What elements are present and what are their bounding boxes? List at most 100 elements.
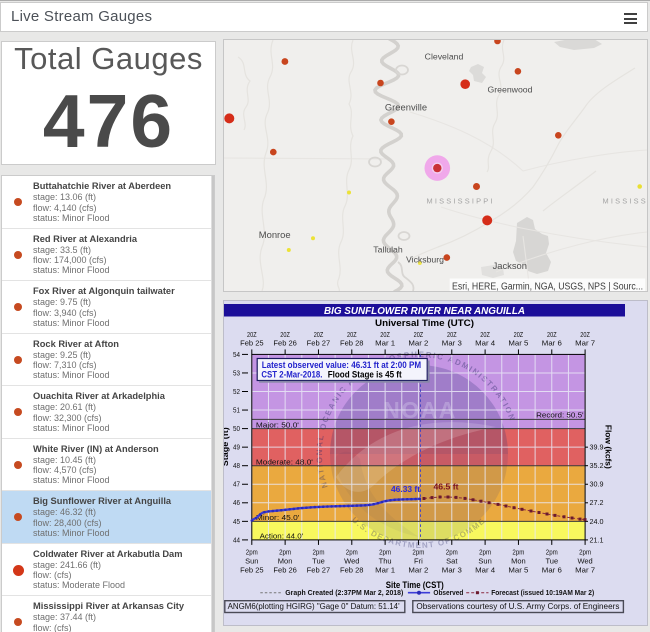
- svg-text:Moderate: 48.0': Moderate: 48.0': [256, 458, 314, 467]
- svg-text:Observations courtesy of U.S.: Observations courtesy of U.S. Army Corps…: [416, 602, 619, 611]
- svg-text:2pm: 2pm: [446, 547, 458, 556]
- svg-text:Feb 28: Feb 28: [340, 338, 364, 347]
- svg-text:Sat: Sat: [446, 556, 458, 565]
- svg-text:Mar 3: Mar 3: [442, 565, 462, 574]
- svg-text:Tue: Tue: [545, 556, 558, 565]
- svg-text:20Z: 20Z: [247, 330, 257, 339]
- svg-text:Mar 5: Mar 5: [508, 565, 528, 574]
- svg-text:Jackson: Jackson: [493, 260, 527, 271]
- svg-text:Mon: Mon: [278, 556, 293, 565]
- svg-text:Minor: 45.0': Minor: 45.0': [256, 513, 300, 522]
- svg-text:Vicksburg: Vicksburg: [406, 255, 444, 265]
- svg-text:51: 51: [233, 405, 240, 414]
- svg-text:Greenville: Greenville: [385, 102, 427, 113]
- svg-text:Feb 27: Feb 27: [307, 565, 331, 574]
- svg-text:Mar 3: Mar 3: [442, 338, 462, 347]
- svg-text:Mar 7: Mar 7: [575, 338, 595, 347]
- svg-text:Mar 1: Mar 1: [375, 338, 395, 347]
- svg-text:20Z: 20Z: [280, 330, 290, 339]
- svg-text:Thu: Thu: [379, 556, 392, 565]
- svg-text:2pm: 2pm: [346, 547, 358, 556]
- svg-text:39.9: 39.9: [590, 443, 604, 452]
- svg-text:Feb 26: Feb 26: [273, 565, 297, 574]
- svg-text:2pm: 2pm: [546, 547, 558, 556]
- svg-text:Greenwood: Greenwood: [488, 85, 533, 95]
- svg-text:Mar 4: Mar 4: [475, 338, 495, 347]
- svg-text:20Z: 20Z: [414, 330, 424, 339]
- svg-text:20Z: 20Z: [314, 330, 324, 339]
- svg-text:BIG SUNFLOWER RIVER NEAR ANGUI: BIG SUNFLOWER RIVER NEAR ANGUILLA: [324, 305, 525, 317]
- svg-text:Mar 4: Mar 4: [475, 565, 495, 574]
- svg-text:Sun: Sun: [478, 556, 491, 565]
- svg-text:Fri: Fri: [414, 556, 423, 565]
- svg-text:44: 44: [233, 535, 240, 544]
- svg-text:20Z: 20Z: [547, 330, 557, 339]
- svg-text:Sun: Sun: [245, 556, 258, 565]
- svg-text:Esri, HERE, Garmin, NGA, USGS,: Esri, HERE, Garmin, NGA, USGS, NPS | Sou…: [452, 281, 643, 291]
- svg-text:Tue: Tue: [312, 556, 325, 565]
- svg-text:Stage (ft): Stage (ft): [224, 427, 230, 466]
- svg-text:47: 47: [233, 480, 240, 489]
- svg-text:Mar 2: Mar 2: [408, 565, 428, 574]
- svg-text:45: 45: [233, 517, 240, 526]
- svg-text:48: 48: [233, 461, 240, 470]
- svg-text:49: 49: [233, 443, 240, 452]
- svg-text:2pm: 2pm: [313, 547, 325, 556]
- svg-text:Site Time (CST): Site Time (CST): [386, 580, 444, 590]
- svg-text:Universal Time (UTC): Universal Time (UTC): [375, 318, 474, 329]
- svg-text:Wed: Wed: [577, 556, 592, 565]
- svg-text:Mar 2: Mar 2: [408, 338, 428, 347]
- svg-text:24.0: 24.0: [590, 517, 604, 526]
- svg-text:2pm: 2pm: [512, 547, 524, 556]
- svg-text:46.5 ft: 46.5 ft: [434, 483, 459, 492]
- svg-text:MISSISSIPPI: MISSISSIPPI: [603, 197, 648, 206]
- svg-text:Action: 44.0': Action: 44.0': [260, 532, 304, 541]
- svg-text:Observed: Observed: [433, 588, 463, 597]
- svg-text:Forecast (issued 10:19AM Mar 2: Forecast (issued 10:19AM Mar 2): [491, 588, 594, 597]
- svg-text:Flood Stage is 45 ft: Flood Stage is 45 ft: [328, 369, 402, 379]
- svg-text:ANGM6(plotting HGIRG) "Gage 0": ANGM6(plotting HGIRG) "Gage 0" Datum: 51…: [228, 602, 400, 611]
- svg-text:Mar 6: Mar 6: [542, 565, 562, 574]
- svg-text:20Z: 20Z: [347, 330, 357, 339]
- svg-text:21.1: 21.1: [590, 535, 604, 544]
- svg-text:2pm: 2pm: [579, 547, 591, 556]
- svg-text:Tallulah: Tallulah: [373, 245, 403, 255]
- svg-text:27.2: 27.2: [590, 498, 604, 507]
- svg-text:30.9: 30.9: [590, 480, 604, 489]
- svg-text:Record: 50.5': Record: 50.5': [536, 411, 584, 420]
- svg-text:Wed: Wed: [344, 556, 359, 565]
- svg-text:46: 46: [233, 498, 240, 507]
- svg-text:50: 50: [233, 424, 240, 433]
- svg-text:20Z: 20Z: [580, 330, 590, 339]
- svg-text:Flow (kcfs): Flow (kcfs): [604, 425, 613, 469]
- svg-text:Monroe: Monroe: [259, 229, 291, 240]
- svg-text:Latest observed value: 46.31: Latest observed value: 46.31 ft at 2:00 …: [262, 360, 421, 370]
- svg-text:MISSISSIPPI: MISSISSIPPI: [427, 197, 495, 206]
- svg-text:52: 52: [233, 387, 240, 396]
- svg-text:Cleveland: Cleveland: [425, 52, 464, 62]
- svg-text:46.33 ft: 46.33 ft: [391, 485, 420, 494]
- svg-text:35.2: 35.2: [590, 461, 604, 470]
- svg-text:53: 53: [233, 368, 240, 377]
- svg-text:2pm: 2pm: [479, 547, 491, 556]
- svg-text:Graph Created (2:37PM Mar 2, 2: Graph Created (2:37PM Mar 2, 2018): [285, 588, 403, 597]
- svg-text:Feb 25: Feb 25: [240, 565, 264, 574]
- svg-text:Feb 26: Feb 26: [273, 338, 297, 347]
- svg-text:Mar 5: Mar 5: [508, 338, 528, 347]
- svg-text:20Z: 20Z: [447, 330, 457, 339]
- svg-text:20Z: 20Z: [380, 330, 390, 339]
- svg-text:2pm: 2pm: [412, 547, 424, 556]
- svg-text:Feb 27: Feb 27: [307, 338, 331, 347]
- svg-text:Major: 50.0': Major: 50.0': [256, 420, 300, 429]
- svg-text:20Z: 20Z: [480, 330, 490, 339]
- svg-text:Mon: Mon: [511, 556, 526, 565]
- svg-text:Feb 25: Feb 25: [240, 338, 264, 347]
- svg-text:20Z: 20Z: [514, 330, 524, 339]
- svg-text:Mar 6: Mar 6: [542, 338, 562, 347]
- svg-text:2pm: 2pm: [379, 547, 391, 556]
- svg-text:CST 2-Mar-2018.: CST 2-Mar-2018.: [261, 369, 322, 379]
- svg-text:54: 54: [233, 350, 240, 359]
- svg-text:2pm: 2pm: [279, 547, 291, 556]
- svg-text:Mar 1: Mar 1: [375, 565, 395, 574]
- svg-text:2pm: 2pm: [246, 547, 258, 556]
